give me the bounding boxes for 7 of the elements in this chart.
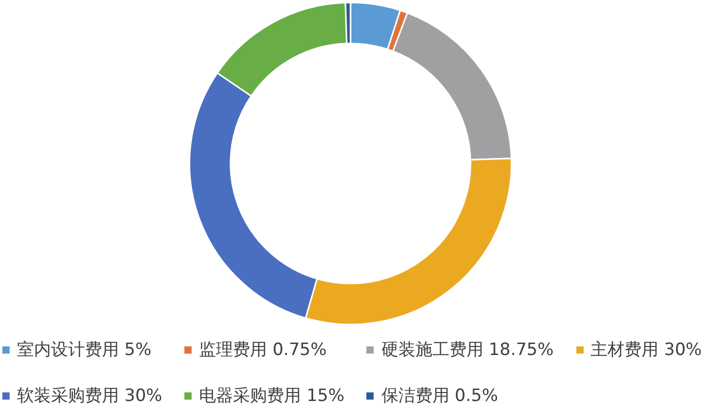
legend-label: 电器采购费用 15% — [199, 384, 344, 408]
legend-label: 硬装施工费用 18.75% — [381, 338, 554, 362]
legend-label: 软装采购费用 30% — [17, 384, 162, 408]
legend-label: 监理费用 0.75% — [199, 338, 327, 362]
legend-label: 主材费用 30% — [590, 338, 702, 362]
legend-label: 室内设计费用 5% — [17, 338, 152, 362]
legend-label: 保洁费用 0.5% — [381, 384, 498, 408]
